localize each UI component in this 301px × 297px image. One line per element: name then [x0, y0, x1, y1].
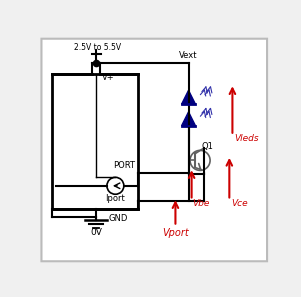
- Polygon shape: [182, 112, 195, 126]
- FancyBboxPatch shape: [42, 39, 267, 261]
- Text: Vext: Vext: [179, 51, 198, 60]
- Text: Vce: Vce: [231, 199, 247, 208]
- Text: V+: V+: [102, 73, 115, 82]
- Text: Q1: Q1: [202, 142, 213, 151]
- Text: Vleds: Vleds: [234, 134, 259, 143]
- Bar: [52, 74, 138, 209]
- Text: GND: GND: [108, 214, 128, 223]
- Text: Vbe: Vbe: [192, 199, 210, 208]
- Polygon shape: [182, 90, 195, 104]
- Text: Vport: Vport: [162, 228, 189, 238]
- Text: 2.5V to 5.5V: 2.5V to 5.5V: [74, 43, 121, 53]
- Text: PORT: PORT: [113, 161, 135, 170]
- Text: Iport: Iport: [106, 194, 125, 203]
- Circle shape: [190, 150, 210, 170]
- Text: 0V: 0V: [90, 228, 102, 237]
- Circle shape: [107, 177, 124, 194]
